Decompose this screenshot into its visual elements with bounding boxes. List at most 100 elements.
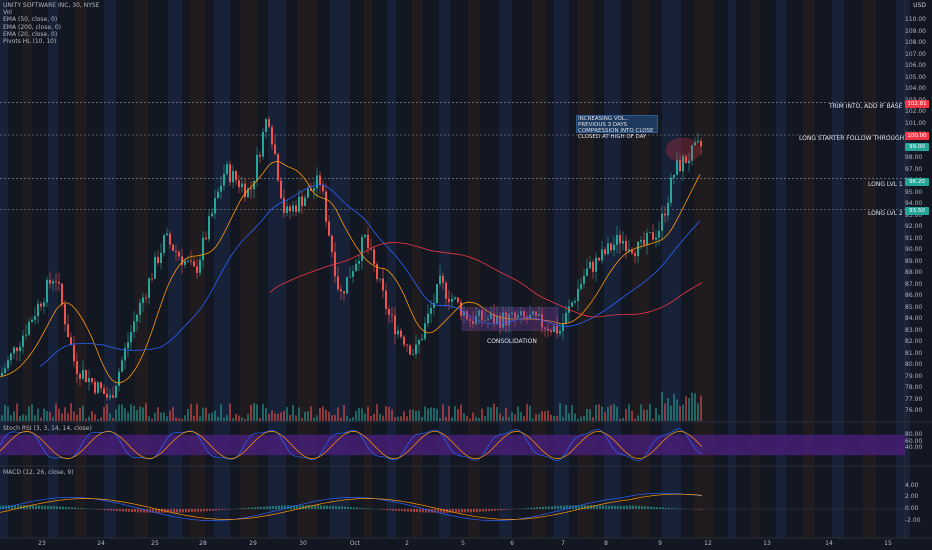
annotation-line-1: INCREASING VOL.. PREVIOUS 3 DAYS bbox=[578, 116, 629, 128]
candle-body bbox=[694, 142, 696, 146]
macd-histogram-bar bbox=[74, 507, 76, 509]
price-tick: 107.00 bbox=[905, 50, 926, 58]
candle-body bbox=[595, 257, 597, 272]
ema200-line bbox=[269, 242, 703, 318]
candle-body bbox=[622, 240, 624, 244]
macd-histogram-bar bbox=[59, 506, 61, 509]
session-band bbox=[736, 0, 751, 538]
macd-histogram-bar bbox=[221, 509, 223, 510]
price-tick: 108.00 bbox=[905, 39, 926, 46]
volume-bar bbox=[508, 416, 510, 421]
macd-histogram-bar bbox=[332, 505, 334, 509]
session-band bbox=[148, 0, 168, 538]
macd-histogram-bar bbox=[392, 509, 394, 511]
volume-bar bbox=[199, 416, 201, 421]
macd-histogram-bar bbox=[101, 509, 103, 510]
macd-histogram-bar bbox=[62, 506, 64, 509]
candle-body bbox=[625, 240, 627, 252]
session-band bbox=[182, 0, 190, 538]
volume-bar bbox=[631, 410, 633, 421]
macd-histogram-bar bbox=[206, 509, 208, 512]
currency-label[interactable]: USD bbox=[913, 2, 926, 9]
volume-bar bbox=[160, 412, 162, 421]
candle-body bbox=[355, 263, 357, 272]
macd-histogram-bar bbox=[578, 505, 580, 509]
stoch-band bbox=[0, 434, 905, 456]
legend-ema20[interactable]: EMA (20, close, 0) bbox=[3, 30, 58, 38]
macd-histogram-bar bbox=[185, 509, 187, 513]
candle-body bbox=[364, 234, 366, 238]
volume-bar bbox=[85, 418, 87, 421]
candle-body bbox=[352, 271, 354, 277]
candle-body bbox=[454, 297, 456, 299]
volume-bar bbox=[73, 411, 75, 421]
volume-bar bbox=[268, 413, 270, 421]
macd-histogram-bar bbox=[275, 505, 277, 509]
macd-label[interactable]: MACD (12, 26, close, 9) bbox=[3, 469, 74, 476]
annotation-callout[interactable]: INCREASING VOL.. PREVIOUS 3 DAYS COMPRES… bbox=[576, 115, 658, 140]
volume-bar bbox=[136, 410, 138, 421]
legend-vol[interactable]: Vol bbox=[3, 9, 12, 17]
legend-ema50[interactable]: EMA (50, close, 0) bbox=[3, 16, 58, 24]
candle-body bbox=[439, 275, 441, 284]
volume-bar bbox=[451, 417, 453, 421]
candle-body bbox=[139, 302, 141, 315]
macd-histogram-bar bbox=[17, 505, 19, 509]
macd-histogram-bar bbox=[272, 506, 274, 509]
long-starter-label: LONG STARTER FOLLOW THROUGH bbox=[799, 135, 905, 142]
macd-histogram-bar bbox=[671, 508, 673, 509]
volume-bar bbox=[79, 407, 81, 421]
volume-bar bbox=[391, 409, 393, 421]
candle-body bbox=[508, 313, 510, 326]
trim-price-tag: 102.81 bbox=[905, 100, 929, 108]
date-tick: 23 bbox=[38, 540, 46, 547]
volume-bar bbox=[466, 416, 468, 421]
candle-body bbox=[100, 382, 102, 389]
volume-bar bbox=[274, 413, 276, 421]
volume-bar bbox=[331, 415, 333, 421]
candle-body bbox=[436, 283, 438, 303]
macd-histogram-bar bbox=[416, 509, 418, 513]
candle-body bbox=[265, 119, 267, 132]
date-tick: 2 bbox=[405, 540, 409, 547]
macd-histogram-bar bbox=[14, 505, 16, 509]
legend-ema200[interactable]: EMA (200, close, 0) bbox=[3, 23, 62, 31]
volume-bar bbox=[280, 412, 282, 421]
volume-bar bbox=[235, 414, 237, 421]
volume-bar bbox=[409, 409, 411, 421]
volume-bar bbox=[346, 416, 348, 421]
legend-pivots[interactable]: Pivots HL (10, 10) bbox=[3, 37, 57, 45]
volume-bar bbox=[526, 403, 528, 421]
session-band bbox=[168, 0, 182, 538]
macd-histogram-bar bbox=[530, 507, 532, 509]
macd-histogram-bar bbox=[68, 507, 70, 509]
macd-histogram-bar bbox=[398, 509, 400, 511]
candle-body bbox=[55, 281, 57, 282]
candle-body bbox=[586, 268, 588, 276]
price-tick: 101.00 bbox=[905, 119, 926, 127]
volume-bar bbox=[457, 409, 459, 421]
macd-histogram-bar bbox=[626, 505, 628, 509]
volume-bar bbox=[376, 404, 378, 421]
candle-body bbox=[97, 382, 99, 393]
date-tick: 13 bbox=[763, 540, 771, 547]
session-band bbox=[803, 0, 814, 538]
volume-bar bbox=[208, 413, 210, 421]
volume-bar bbox=[505, 407, 507, 421]
volume-bar bbox=[484, 416, 486, 421]
macd-histogram-bar bbox=[590, 505, 592, 509]
macd-histogram-bar bbox=[623, 505, 625, 509]
candle-body bbox=[301, 196, 303, 207]
price-tick: 97.00 bbox=[905, 165, 923, 173]
stoch-tick: 60.00 bbox=[905, 437, 923, 445]
stoch-rsi-label[interactable]: Stoch RSI (3, 3, 14, 14, close) bbox=[3, 425, 92, 432]
candle-body bbox=[631, 249, 633, 254]
macd-histogram-bar bbox=[434, 509, 436, 513]
volume-bar bbox=[247, 414, 249, 421]
volume-bar bbox=[658, 414, 660, 421]
candle-body bbox=[415, 344, 417, 354]
volume-bar bbox=[649, 404, 651, 421]
candle-body bbox=[67, 324, 69, 338]
macd-histogram-bar bbox=[353, 507, 355, 509]
